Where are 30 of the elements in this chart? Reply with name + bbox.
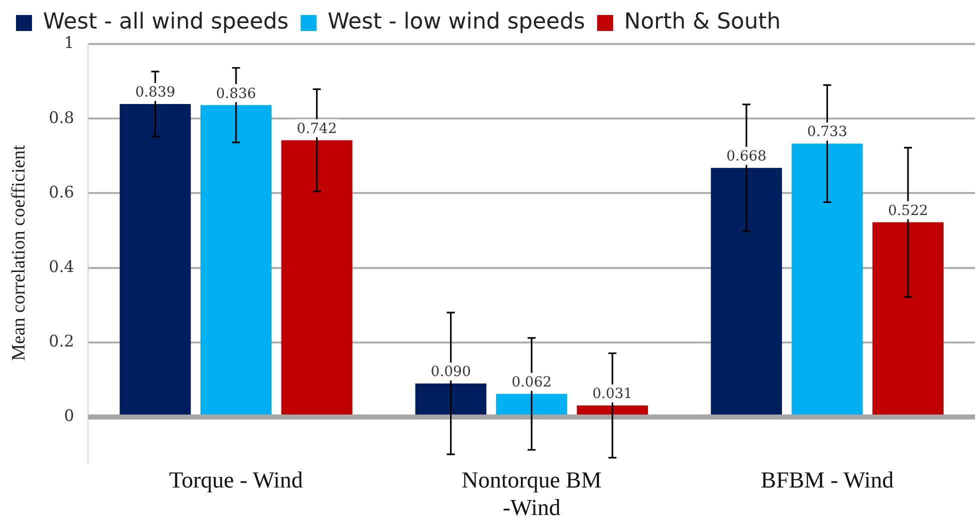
data-label: 0.090: [430, 364, 471, 380]
data-label: 0.668: [726, 148, 766, 164]
y-tick-label: 0.8: [48, 108, 74, 127]
y-tick-label: 0: [64, 406, 74, 426]
data-label: 0.836: [216, 86, 256, 102]
x-tick-label: Nontorque BM -Wind: [462, 468, 602, 520]
bar: [496, 394, 568, 416]
bar: [872, 222, 944, 416]
data-label: 0.733: [807, 124, 848, 140]
y-tick-label: 0.6: [48, 182, 74, 202]
x-tick-label: BFBM - Wind: [760, 468, 894, 493]
bar: [200, 105, 272, 416]
data-label: 0.742: [296, 120, 337, 137]
legend-label: West - low wind speeds: [328, 10, 586, 35]
bar: [792, 144, 863, 416]
legend-label: North & South: [624, 10, 781, 35]
bar: [281, 140, 352, 416]
data-label: 0.062: [512, 374, 552, 391]
bar: [415, 383, 486, 416]
y-tick-label: 0.4: [48, 256, 74, 276]
data-label: 0.031: [592, 386, 632, 402]
legend-label: West - all wind speeds: [43, 10, 289, 35]
data-label: 0.522: [888, 202, 928, 219]
bar: [710, 168, 782, 416]
y-axis-title: Mean correlation coefficient: [8, 144, 30, 361]
x-tick-label: Torque - Wind: [169, 468, 304, 493]
bar: [120, 104, 191, 416]
y-tick-label: 0.2: [48, 332, 74, 351]
y-tick-label: 1: [64, 33, 74, 52]
data-label: 0.839: [135, 84, 176, 101]
